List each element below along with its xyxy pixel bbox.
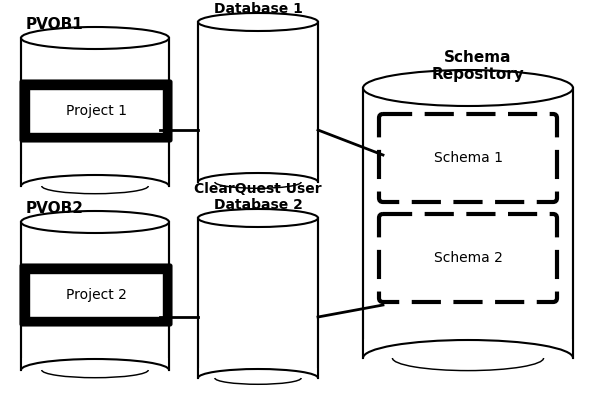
Bar bbox=[20, 174, 170, 186]
Ellipse shape bbox=[21, 27, 169, 49]
Bar bbox=[197, 368, 319, 378]
FancyBboxPatch shape bbox=[379, 214, 557, 302]
Ellipse shape bbox=[363, 70, 573, 106]
Bar bbox=[363, 88, 573, 358]
Text: PVOB2: PVOB2 bbox=[26, 201, 84, 216]
Text: ClearQuest User
Database 1: ClearQuest User Database 1 bbox=[194, 0, 322, 16]
Text: ClearQuest User
Database 2: ClearQuest User Database 2 bbox=[194, 182, 322, 212]
Bar bbox=[198, 218, 318, 378]
FancyBboxPatch shape bbox=[29, 89, 163, 133]
Bar bbox=[21, 38, 169, 186]
Bar bbox=[198, 22, 318, 182]
Ellipse shape bbox=[198, 209, 318, 227]
Ellipse shape bbox=[21, 211, 169, 233]
Text: Project 1: Project 1 bbox=[65, 104, 127, 118]
Ellipse shape bbox=[198, 13, 318, 31]
Ellipse shape bbox=[21, 359, 169, 381]
Bar bbox=[20, 358, 170, 370]
FancyBboxPatch shape bbox=[29, 273, 163, 317]
Text: Schema 1: Schema 1 bbox=[433, 151, 503, 165]
FancyBboxPatch shape bbox=[20, 80, 172, 142]
Bar bbox=[21, 222, 169, 370]
Ellipse shape bbox=[198, 173, 318, 191]
Ellipse shape bbox=[198, 369, 318, 387]
Text: Schema 2: Schema 2 bbox=[434, 251, 502, 265]
Bar bbox=[362, 339, 574, 358]
Bar bbox=[197, 172, 319, 182]
Ellipse shape bbox=[21, 175, 169, 197]
FancyBboxPatch shape bbox=[379, 114, 557, 202]
Text: Project 2: Project 2 bbox=[65, 288, 127, 302]
FancyBboxPatch shape bbox=[20, 264, 172, 326]
Text: PVOB1: PVOB1 bbox=[26, 17, 84, 32]
Ellipse shape bbox=[363, 340, 573, 376]
Text: Schema
Repository: Schema Repository bbox=[431, 50, 524, 82]
